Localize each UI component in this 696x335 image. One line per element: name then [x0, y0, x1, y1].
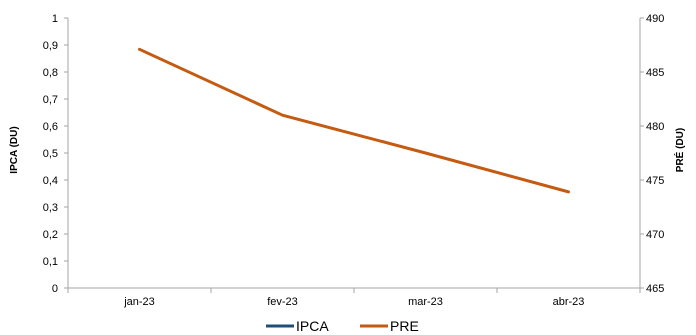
legend-label-ipca: IPCA [296, 318, 329, 334]
left-tick-label: 0,8 [43, 67, 58, 79]
right-tick-label: 490 [646, 13, 664, 25]
left-tick-label: 0,6 [43, 121, 58, 133]
left-tick-label: 0 [52, 283, 58, 295]
left-tick-label: 0,5 [43, 148, 58, 160]
right-tick-label: 475 [646, 175, 664, 187]
x-tick-label: abr-23 [553, 296, 585, 308]
right-tick-label: 470 [646, 229, 664, 241]
left-tick-label: 1 [52, 13, 58, 25]
x-tick-label: fev-23 [267, 296, 298, 308]
left-tick-label: 0,3 [43, 202, 58, 214]
right-tick-label: 485 [646, 67, 664, 79]
series-layer [140, 49, 569, 192]
x-tick-label: jan-23 [123, 296, 155, 308]
left-tick-label: 0,9 [43, 40, 58, 52]
legend: IPCA PRE [266, 318, 419, 334]
x-axis-ticks: jan-23 fev-23 mar-23 abr-23 [68, 288, 640, 308]
right-tick-label: 480 [646, 121, 664, 133]
left-axis-title: IPCA (DU) [9, 126, 20, 173]
right-axis-title: PRÉ (DU) [673, 128, 686, 172]
left-tick-label: 0,1 [43, 256, 58, 268]
right-axis-ticks: 465 470 475 480 485 490 [640, 13, 664, 295]
x-tick-label: mar-23 [408, 296, 443, 308]
series-line-pre [140, 49, 569, 192]
left-axis-ticks: 0 0,1 0,2 0,3 0,4 0,5 0,6 0,7 0,8 0,9 1 [43, 13, 68, 295]
right-tick-label: 465 [646, 283, 664, 295]
legend-label-pre: PRE [390, 318, 419, 334]
left-tick-label: 0,4 [43, 175, 58, 187]
left-tick-label: 0,7 [43, 94, 58, 106]
left-tick-label: 0,2 [43, 229, 58, 241]
